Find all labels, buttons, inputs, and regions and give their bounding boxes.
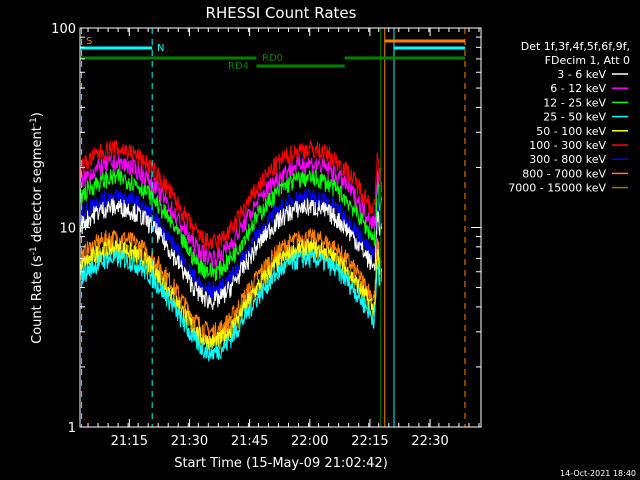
series-line-5 — [80, 140, 383, 250]
annotation-rd0: RD0 — [262, 53, 283, 64]
chart-title: RHESSI Count Rates — [206, 4, 357, 22]
y-tick-label-0: 1 — [68, 421, 76, 436]
x-tick-label-1: 21:30 — [171, 434, 208, 449]
y-tick-label-2: 100 — [51, 22, 76, 37]
legend-label-6: 300 - 800 keV — [529, 153, 606, 166]
legend-label-4: 50 - 100 keV — [536, 125, 606, 138]
legend-label-2: 12 - 25 keV — [543, 96, 606, 109]
x-tick-label-0: 21:15 — [111, 434, 148, 449]
legend-label-3: 25 - 50 keV — [543, 111, 606, 124]
x-axis-label: Start Time (15-May-09 21:02:42) — [174, 456, 388, 471]
series-line-3 — [80, 249, 383, 362]
x-tick-label-3: 22:00 — [291, 434, 328, 449]
series-line-4 — [80, 238, 383, 352]
legend-label-1: 6 - 12 keV — [550, 82, 606, 95]
legend-header-1: FDecim 1, Att 0 — [545, 54, 630, 67]
legend-label-7: 800 - 7000 keV — [522, 167, 606, 180]
y-axis-ticks: 1 10 100 — [51, 22, 481, 436]
annotation-n: N — [157, 43, 164, 54]
x-tick-label-2: 21:45 — [231, 434, 268, 449]
footer-date: 14-Oct-2021 18:40 — [560, 469, 636, 478]
legend-header-0: Det 1f,3f,4f,5f,6f,9f, — [521, 40, 630, 53]
annotation-rd4: RD4 — [228, 61, 249, 72]
plot-frame — [79, 27, 482, 428]
legend: Det 1f,3f,4f,5f,6f,9f,FDecim 1, Att 03 -… — [508, 40, 630, 195]
x-axis-ticks: 21:15 21:30 21:45 22:00 22:15 22:30 — [87, 28, 480, 449]
x-tick-label-5: 22:30 — [411, 434, 448, 449]
y-tick-label-1: 10 — [59, 222, 76, 237]
annotation-s: S — [86, 36, 92, 47]
plot-traces — [80, 140, 383, 362]
attenuator-bars: S N RD0 RD4 — [80, 28, 466, 427]
x-tick-label-4: 22:15 — [351, 434, 388, 449]
y-axis-label: Count Rate (s-1 detector segment-1) — [29, 112, 45, 344]
series-line-0 — [80, 198, 383, 311]
legend-label-8: 7000 - 15000 keV — [508, 182, 606, 195]
series-line-7 — [80, 227, 382, 343]
legend-label-0: 3 - 6 keV — [557, 68, 606, 81]
legend-label-5: 100 - 300 keV — [529, 139, 606, 152]
series-line-2 — [80, 168, 383, 282]
series-line-1 — [80, 154, 383, 268]
